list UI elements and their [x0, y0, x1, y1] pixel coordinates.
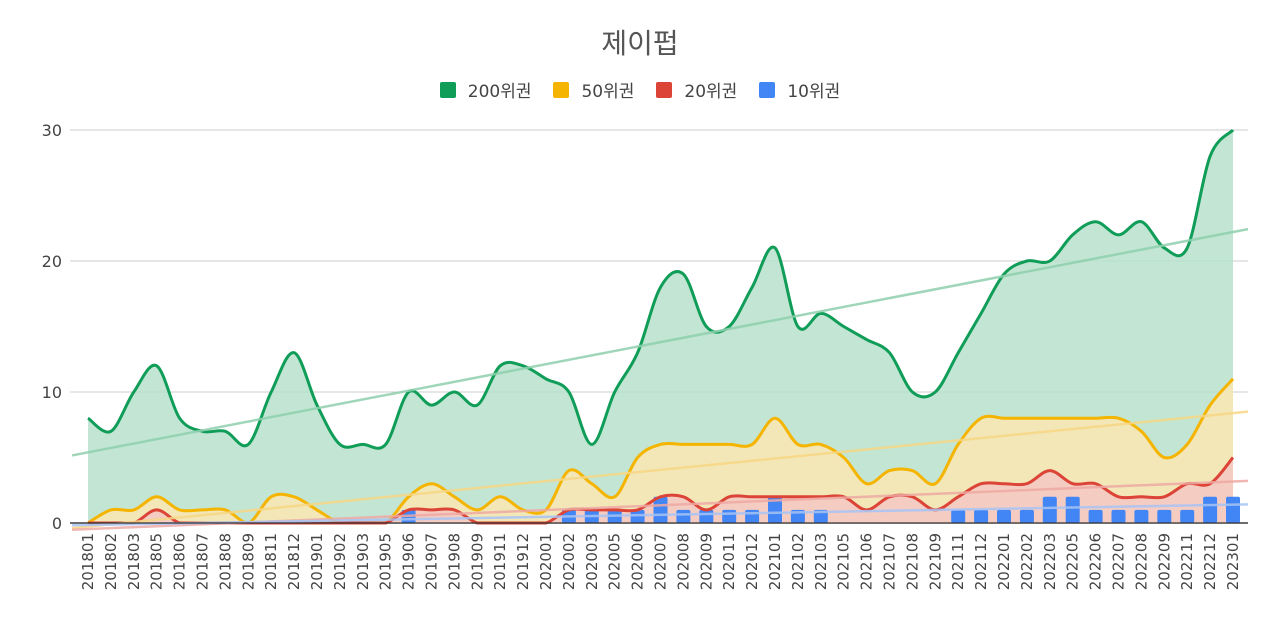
legend-entry-50[interactable]: 50위권 [553, 77, 634, 102]
bar-10-202301 [1226, 496, 1240, 523]
x-tick-label: 201902 [331, 533, 349, 590]
x-tick-label: 202007 [652, 533, 670, 590]
bar-10-202202 [1019, 509, 1034, 523]
x-tick-label: 202209 [1155, 533, 1173, 590]
trendline-50 [71, 410, 1249, 530]
legend-entry-200[interactable]: 200위권 [439, 77, 532, 102]
x-tick-label: 202001 [537, 533, 555, 590]
trendline-200 [71, 227, 1249, 457]
series-line-200 [87, 128, 1235, 450]
x-tick-label: 202012 [743, 533, 761, 590]
y-tick-label: 10 [42, 383, 62, 402]
x-tick-label: 201911 [491, 533, 509, 590]
bar-10-202205 [1065, 496, 1080, 523]
bar-10-202203 [1042, 496, 1057, 523]
legend-label-200: 200위권 [467, 82, 532, 102]
y-tick-label: 20 [42, 252, 62, 271]
x-tick-label: 202107 [881, 533, 899, 590]
x-tick-label: 202111 [949, 533, 967, 590]
x-tick-label: 201806 [171, 533, 189, 590]
x-tick-label: 201808 [216, 533, 234, 590]
x-tick-label: 202301 [1224, 533, 1242, 590]
chart-title: 제이펍 [601, 27, 679, 60]
x-tick-label: 202205 [1064, 533, 1082, 590]
area-fill-200 [88, 130, 1233, 523]
x-tick-label: 202207 [1110, 533, 1128, 590]
legend-label-10: 10위권 [787, 82, 841, 102]
x-tick-label: 202208 [1132, 533, 1150, 590]
x-tick-label: 202003 [583, 533, 601, 590]
x-tick-label: 201901 [308, 533, 326, 590]
x-tick-label: 202105 [835, 533, 853, 590]
x-tick-label: 202108 [903, 533, 921, 590]
legend-label-50: 50위권 [581, 82, 635, 102]
bar-10-202008 [676, 509, 691, 523]
x-tick-label: 202202 [1018, 533, 1036, 590]
legend-swatch-10 [759, 81, 776, 98]
x-tick-label: 201803 [125, 533, 143, 590]
legend-swatch-50 [553, 81, 570, 98]
bar-10-202006 [630, 509, 645, 523]
x-tick-label: 202002 [560, 533, 578, 590]
bar-10-202212 [1203, 496, 1218, 523]
legend-swatch-20 [656, 81, 673, 98]
legend: 200위권 50위권 20위권 10위권 [0, 77, 1280, 102]
x-tick-label: 201801 [79, 533, 97, 590]
x-tick-label: 202112 [972, 533, 990, 590]
legend-swatch-200 [439, 81, 456, 98]
x-tick-label: 201907 [423, 533, 441, 590]
bar-10-202111 [951, 509, 966, 523]
bar-10-202101 [768, 496, 782, 523]
x-tick-label: 201912 [514, 533, 532, 590]
x-tick-label: 202006 [629, 533, 647, 590]
x-tick-label: 201811 [262, 533, 280, 590]
x-tick-label: 202005 [606, 533, 624, 590]
legend-entry-20[interactable]: 20위권 [656, 77, 737, 102]
x-tick-label: 202106 [858, 533, 876, 590]
bar-10-202211 [1180, 509, 1195, 523]
y-tick-label: 30 [42, 121, 62, 140]
area-fill-50 [88, 378, 1233, 523]
series-line-50 [87, 377, 1235, 525]
x-tick-label: 201905 [377, 533, 395, 590]
bar-10-202011 [722, 509, 737, 523]
bar-10-202009 [699, 509, 714, 523]
x-tick-label: 202008 [674, 533, 692, 590]
legend-label-20: 20위권 [684, 82, 738, 102]
x-tick-label: 201809 [239, 533, 257, 590]
x-tick-label: 202011 [720, 533, 738, 590]
x-tick-label: 202103 [812, 533, 830, 590]
y-tick-label: 0 [52, 514, 62, 533]
x-tick-label: 202211 [1178, 533, 1196, 590]
bar-10-202207 [1111, 509, 1126, 523]
x-tick-label: 202206 [1087, 533, 1105, 590]
x-tick-label: 201807 [194, 533, 212, 590]
bar-10-202201 [997, 509, 1011, 523]
x-tick-label: 201805 [148, 533, 166, 590]
x-tick-label: 201812 [285, 533, 303, 590]
x-tick-label: 202009 [697, 533, 715, 590]
x-tick-label: 202212 [1201, 533, 1219, 590]
x-tick-label: 202101 [766, 533, 784, 590]
x-tick-label: 202109 [926, 533, 944, 590]
bar-10-202112 [974, 509, 989, 523]
bar-10-202209 [1157, 509, 1172, 523]
bar-10-202007 [653, 496, 668, 523]
x-tick-label: 202203 [1041, 533, 1059, 590]
x-tick-label: 202102 [789, 533, 807, 590]
x-tick-label: 201903 [354, 533, 372, 590]
x-tick-label: 201906 [400, 533, 418, 590]
legend-entry-10[interactable]: 10위권 [759, 77, 840, 102]
x-tick-label: 202201 [995, 533, 1013, 590]
x-tick-label: 201908 [445, 533, 463, 590]
bar-10-202208 [1134, 509, 1149, 523]
trendline-10 [71, 503, 1249, 527]
x-tick-label: 201802 [102, 533, 120, 590]
bar-10-202206 [1088, 509, 1103, 523]
x-tick-label: 201909 [468, 533, 486, 590]
